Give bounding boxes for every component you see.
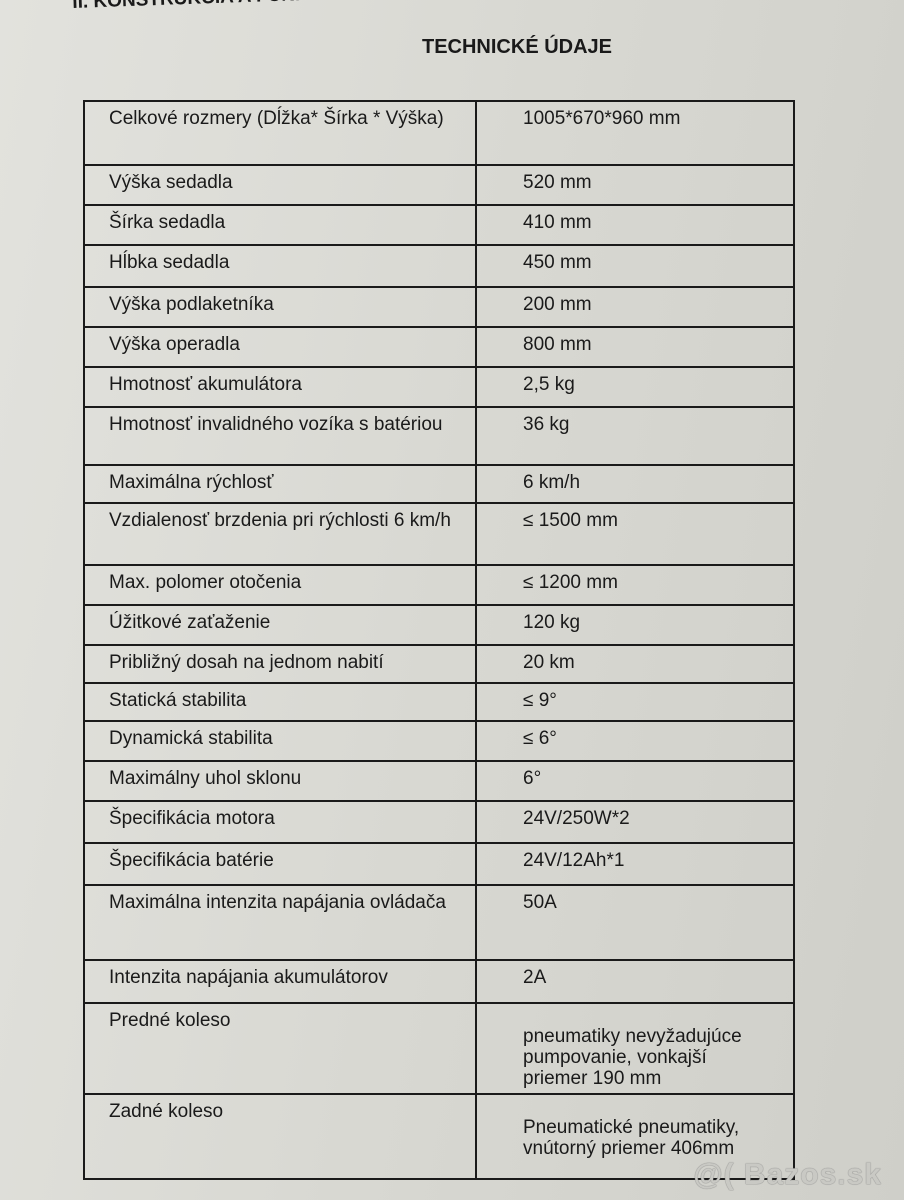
table-row: Výška sedadla 520 mm [83, 164, 795, 206]
page-title: TECHNICKÉ ÚDAJE [421, 36, 613, 58]
table-row: Vzdialenosť brzdenia pri rýchlosti 6 km/… [83, 502, 795, 566]
table-row: Intenzita napájania akumulátorov 2A [83, 959, 795, 1004]
spec-label: Max. polomer otočenia [83, 564, 477, 606]
spec-label: Maximálna intenzita napájania ovládača [83, 884, 477, 961]
table-row: Maximálna intenzita napájania ovládača 50… [83, 884, 795, 961]
spec-label: Statická stabilita [83, 682, 477, 722]
spec-label: Maximálna rýchlosť [83, 464, 477, 504]
table-row: Predné koleso pneumatiky nevyžadujúce pum… [83, 1002, 795, 1095]
table-row: Výška operadla 800 mm [83, 326, 795, 368]
table-row: Výška podlaketníka 200 mm [83, 286, 795, 328]
table-row: Maximálna rýchlosť 6 km/h [83, 464, 795, 504]
spec-value: 20 km [475, 644, 795, 684]
spec-value: 36 kg [475, 406, 795, 466]
table-row: Šírka sedadla 410 mm [83, 204, 795, 246]
table-row: Statická stabilita ≤ 9° [83, 682, 795, 722]
spec-value: 520 mm [475, 164, 795, 206]
table-row: Maximálny uhol sklonu 6° [83, 760, 795, 802]
spec-label: Hmotnosť invalidného vozíka s batériou [83, 406, 477, 466]
spec-value: ≤ 6° [475, 720, 795, 762]
spec-label: Výška sedadla [83, 164, 477, 206]
spec-label: Špecifikácia motora [83, 800, 477, 844]
spec-value: ≤ 1500 mm [475, 502, 795, 566]
table-row: Celkové rozmery (Dĺžka* Šírka * Výška) 10… [83, 100, 795, 166]
spec-value: ≤ 1200 mm [475, 564, 795, 606]
table-row: Špecifikácia batérie 24V/12Ah*1 [83, 842, 795, 886]
spec-value: 120 kg [475, 604, 795, 646]
table-row: Približný dosah na jednom nabití 20 km [83, 644, 795, 684]
table-row: Špecifikácia motora 24V/250W*2 [83, 800, 795, 844]
spec-table: Celkové rozmery (Dĺžka* Šírka * Výška) 10… [83, 100, 795, 1180]
spec-label: Maximálny uhol sklonu [83, 760, 477, 802]
table-row: Hmotnosť akumulátora 2,5 kg [83, 366, 795, 408]
spec-label: Približný dosah na jednom nabití [83, 644, 477, 684]
spec-label: Špecifikácia batérie [83, 842, 477, 886]
table-row: Hmotnosť invalidného vozíka s batériou 36… [83, 406, 795, 466]
table-row: Max. polomer otočenia ≤ 1200 mm [83, 564, 795, 606]
spec-label: Hmotnosť akumulátora [83, 366, 477, 408]
spec-label: Vzdialenosť brzdenia pri rýchlosti 6 km/… [83, 502, 477, 566]
spec-label: Intenzita napájania akumulátorov [83, 959, 477, 1004]
spec-value: ≤ 9° [475, 682, 795, 722]
spec-label: Predné koleso [83, 1002, 477, 1095]
spec-value: 2A [475, 959, 795, 1004]
spec-value: 50A [475, 884, 795, 961]
spec-label: Hĺbka sedadla [83, 244, 477, 288]
spec-label: Šírka sedadla [83, 204, 477, 246]
watermark: @( Bazos.sk [693, 1158, 882, 1191]
spec-label: Úžitkové zaťaženie [83, 604, 477, 646]
spec-value: Pneumatické pneumatiky, vnútorný priemer… [475, 1093, 795, 1180]
table-row: Dynamická stabilita ≤ 6° [83, 720, 795, 762]
spec-value: 24V/250W*2 [475, 800, 795, 844]
spec-label: Dynamická stabilita [83, 720, 477, 762]
table-row: Zadné koleso Pneumatické pneumatiky, vnút… [83, 1093, 795, 1180]
spec-value: 410 mm [475, 204, 795, 246]
spec-value: 450 mm [475, 244, 795, 288]
spec-value: 1005*670*960 mm [475, 100, 795, 166]
table-row: Úžitkové zaťaženie 120 kg [83, 604, 795, 646]
spec-label: Výška operadla [83, 326, 477, 368]
spec-value: pneumatiky nevyžadujúce pumpovanie, vonk… [475, 1002, 795, 1095]
table-row: Hĺbka sedadla 450 mm [83, 244, 795, 288]
spec-value: 200 mm [475, 286, 795, 328]
spec-label: Zadné koleso [83, 1093, 477, 1180]
spec-label: Celkové rozmery (Dĺžka* Šírka * Výška) [83, 100, 477, 166]
spec-value: 2,5 kg [475, 366, 795, 408]
spec-value: 6° [475, 760, 795, 802]
section-heading: II. KONŠTRUKCIA A FUNKC [72, 0, 323, 14]
spec-value: 800 mm [475, 326, 795, 368]
spec-value: 24V/12Ah*1 [475, 842, 795, 886]
spec-value: 6 km/h [475, 464, 795, 504]
spec-label: Výška podlaketníka [83, 286, 477, 328]
